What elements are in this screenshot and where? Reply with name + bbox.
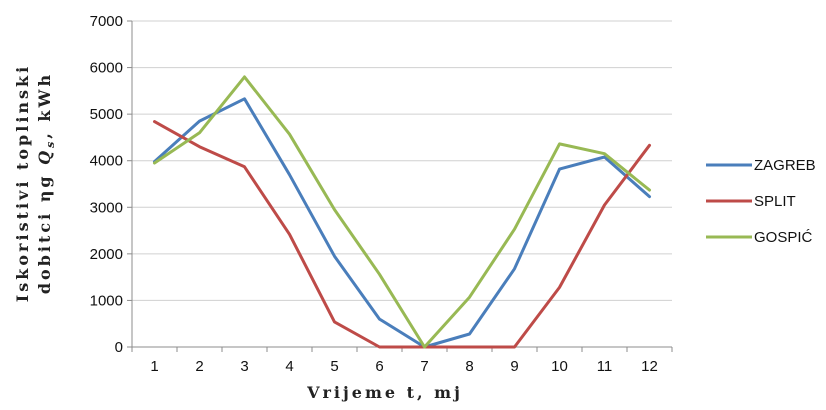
legend-label-zagreb: ZAGREB bbox=[754, 157, 816, 174]
x-tick-label: 1 bbox=[150, 358, 158, 375]
y-axis-title-line2-prefix: dobitci ηg bbox=[35, 165, 54, 294]
x-tick-label: 3 bbox=[240, 358, 248, 375]
series-line-gospić bbox=[153, 75, 651, 349]
y-axis-title-line2: dobitci ηg Qs, kWh bbox=[35, 72, 57, 294]
series-lines bbox=[153, 75, 651, 349]
y-axis-title-symbol: Q bbox=[35, 148, 54, 165]
y-axis-title-subscript: s bbox=[44, 139, 57, 148]
x-tick-label: 2 bbox=[195, 358, 203, 375]
y-tick-label: 5000 bbox=[90, 106, 123, 123]
x-tick-label: 10 bbox=[551, 358, 568, 375]
x-tick-label: 4 bbox=[285, 358, 293, 375]
y-tick-label: 4000 bbox=[90, 153, 123, 170]
x-tick-label: 6 bbox=[375, 358, 383, 375]
legend-label-split: SPLIT bbox=[754, 193, 796, 210]
x-tick-label: 7 bbox=[420, 358, 428, 375]
y-axis-title-line1: Iskoristivi toplinski bbox=[13, 64, 32, 302]
legend: ZAGREB SPLIT GOSPIĆ bbox=[706, 157, 816, 246]
gridlines bbox=[132, 20, 672, 301]
x-tick-label: 5 bbox=[330, 358, 338, 375]
y-tick-label: 0 bbox=[115, 339, 123, 356]
y-tick-label: 2000 bbox=[90, 246, 123, 263]
x-tick-label: 12 bbox=[641, 358, 658, 375]
axes bbox=[127, 20, 673, 352]
x-tick-label: 8 bbox=[465, 358, 473, 375]
series-line-zagreb bbox=[153, 97, 651, 349]
y-axis-title-suffix: , kWh bbox=[35, 72, 54, 139]
y-tick-label: 1000 bbox=[90, 292, 123, 309]
y-tick-label: 7000 bbox=[90, 13, 123, 30]
x-tick-label: 9 bbox=[510, 358, 518, 375]
y-tick-label: 3000 bbox=[90, 199, 123, 216]
series-line-split bbox=[153, 120, 651, 349]
x-axis-title: Vrijeme t, mj bbox=[306, 383, 463, 402]
legend-label-gospić: GOSPIĆ bbox=[754, 229, 813, 246]
x-tick-label: 11 bbox=[597, 358, 613, 375]
y-tick-label: 6000 bbox=[90, 60, 123, 77]
